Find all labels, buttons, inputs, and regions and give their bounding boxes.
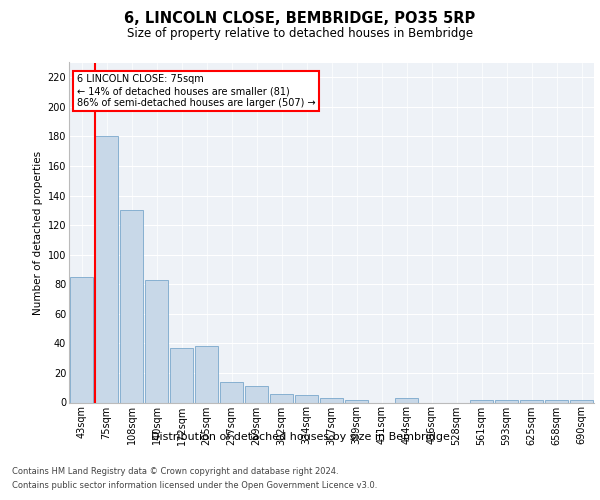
- Bar: [245, 386, 268, 402]
- Bar: [70, 277, 93, 402]
- Bar: [220, 382, 243, 402]
- Bar: [495, 400, 518, 402]
- Bar: [520, 400, 543, 402]
- Bar: [395, 398, 418, 402]
- Bar: [570, 400, 593, 402]
- Bar: [320, 398, 343, 402]
- Bar: [95, 136, 118, 402]
- Text: 6, LINCOLN CLOSE, BEMBRIDGE, PO35 5RP: 6, LINCOLN CLOSE, BEMBRIDGE, PO35 5RP: [124, 11, 476, 26]
- Bar: [120, 210, 143, 402]
- Bar: [170, 348, 193, 403]
- Text: Contains HM Land Registry data © Crown copyright and database right 2024.: Contains HM Land Registry data © Crown c…: [12, 468, 338, 476]
- Bar: [270, 394, 293, 402]
- Bar: [195, 346, 218, 403]
- Text: Size of property relative to detached houses in Bembridge: Size of property relative to detached ho…: [127, 28, 473, 40]
- Text: 6 LINCOLN CLOSE: 75sqm
← 14% of detached houses are smaller (81)
86% of semi-det: 6 LINCOLN CLOSE: 75sqm ← 14% of detached…: [77, 74, 316, 108]
- Bar: [545, 400, 568, 402]
- Bar: [470, 400, 493, 402]
- Bar: [345, 400, 368, 402]
- Text: Distribution of detached houses by size in Bembridge: Distribution of detached houses by size …: [151, 432, 449, 442]
- Bar: [295, 395, 318, 402]
- Bar: [145, 280, 168, 402]
- Text: Contains public sector information licensed under the Open Government Licence v3: Contains public sector information licen…: [12, 481, 377, 490]
- Y-axis label: Number of detached properties: Number of detached properties: [34, 150, 43, 314]
